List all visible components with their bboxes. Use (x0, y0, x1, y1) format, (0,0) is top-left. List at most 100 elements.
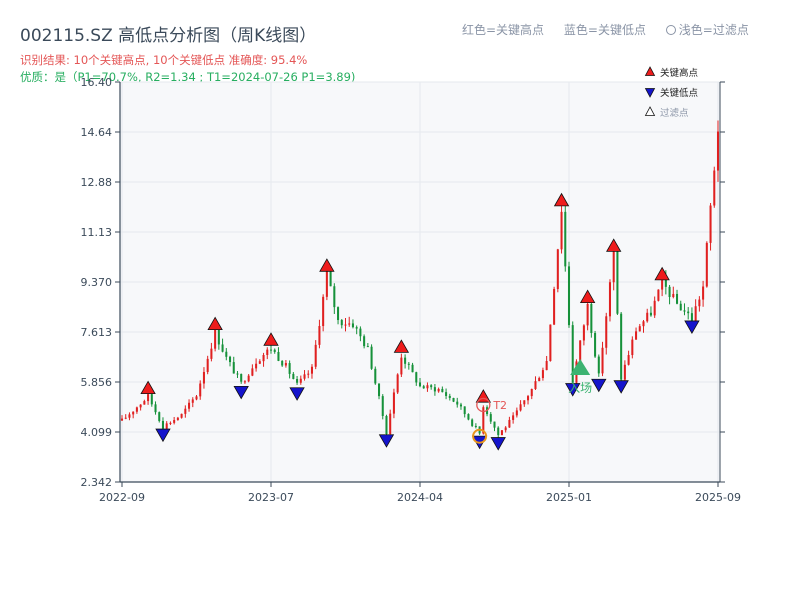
candle-body (623, 364, 626, 380)
y-tick-label: 7.613 (81, 326, 113, 339)
top-legend-blue: 蓝色=关键低点 (563, 23, 646, 37)
candle-body (676, 293, 679, 304)
candle-body (389, 413, 392, 435)
candle-body (567, 266, 571, 326)
candle-body (191, 399, 194, 403)
key-low-marker (613, 380, 629, 394)
key-high-marker (553, 192, 570, 207)
candle-body (430, 385, 433, 388)
quality-summary: 优质：是（P1=70.7%, R2=1.34 ; T1=2024-07-26 P… (20, 70, 356, 84)
result-summary: 识别结果: 10个关键高点, 10个关键低点 准确度: 95.4% (20, 53, 308, 67)
candle-body (653, 300, 656, 316)
candle-body (310, 366, 313, 374)
key-low-marker (289, 387, 305, 401)
candle-body (188, 402, 191, 409)
candle-body (370, 346, 373, 369)
filtered-ring-marker (472, 428, 488, 444)
candle-body (445, 392, 448, 396)
candle-body (541, 370, 544, 379)
candle-body (441, 388, 444, 393)
candle-body (497, 427, 500, 436)
top-legend-red: 红色=关键高点 (462, 23, 545, 37)
x-tick-label: 2024-04 (397, 491, 443, 504)
legend-symbol (644, 106, 656, 116)
x-tick-label: 2022-09 (99, 491, 145, 504)
legend-label: 关键低点 (660, 87, 699, 99)
candle-body (679, 303, 682, 311)
candle-body (452, 397, 455, 402)
candle-body (538, 378, 541, 382)
candle-body (586, 303, 589, 326)
key-low-marker (233, 385, 249, 400)
key-high-marker (207, 316, 223, 331)
y-tick-label: 12.88 (81, 176, 113, 189)
candle-body (504, 427, 507, 431)
candle-body (214, 329, 217, 349)
candle-body (530, 389, 533, 397)
candle-body (378, 383, 381, 397)
candle-body (351, 323, 354, 328)
key-high-marker (654, 266, 670, 281)
key-low-marker (565, 383, 581, 397)
candle-body (713, 170, 716, 206)
candle-body (340, 320, 343, 326)
candle-body (374, 368, 377, 384)
candle-body (225, 351, 228, 357)
candle-body (363, 336, 366, 347)
candle-body (400, 357, 403, 375)
candle-body (705, 242, 708, 287)
candle-body (426, 385, 429, 389)
candle-body (322, 296, 325, 327)
candle-body (154, 404, 157, 413)
candle-body (325, 271, 328, 297)
candle-body (709, 205, 712, 243)
candle-body (631, 339, 634, 356)
y-tick-label: 5.856 (81, 376, 113, 389)
legend-symbol (644, 66, 656, 76)
candle-body (448, 395, 451, 398)
candle-body (147, 394, 150, 402)
candle-body (184, 408, 187, 414)
candle-body (512, 415, 515, 420)
candle-body (296, 379, 299, 383)
candle-body (553, 288, 556, 325)
candle-body (579, 340, 582, 362)
candle-body (493, 421, 496, 428)
entry-label: 入场 (568, 381, 592, 395)
key-high-marker (606, 238, 622, 252)
candle-body (128, 414, 131, 418)
candle-body (314, 344, 317, 367)
candle-body (303, 374, 306, 379)
candle-body (616, 251, 619, 314)
candle-body (132, 411, 135, 415)
top-legend-light: 浅色=过滤点 (665, 23, 749, 37)
candle-body (269, 349, 273, 351)
key-high-marker (319, 258, 335, 272)
candle-body (564, 211, 567, 267)
candle-body (344, 324, 347, 326)
candle-body (120, 418, 124, 421)
candle-body (396, 374, 399, 393)
candle-body (549, 324, 552, 362)
candle-body (635, 331, 638, 340)
candle-body (202, 371, 205, 384)
candle-body (284, 363, 287, 366)
key-low-marker (684, 320, 700, 334)
t2-ring-marker (476, 397, 491, 413)
candle-body (355, 327, 358, 329)
candle-body (646, 312, 649, 322)
key-high-marker (140, 380, 156, 395)
candle-body (612, 251, 615, 283)
candle-body (668, 286, 671, 298)
candle-body (217, 329, 220, 345)
candle-body (392, 392, 395, 414)
candle-body (433, 387, 436, 392)
candle-body (307, 373, 310, 375)
candle-body (657, 289, 660, 301)
candle-body (422, 386, 425, 389)
candle-body (251, 368, 254, 376)
candle-body (288, 363, 291, 374)
candle-body (299, 378, 302, 383)
candle-body (243, 381, 246, 383)
